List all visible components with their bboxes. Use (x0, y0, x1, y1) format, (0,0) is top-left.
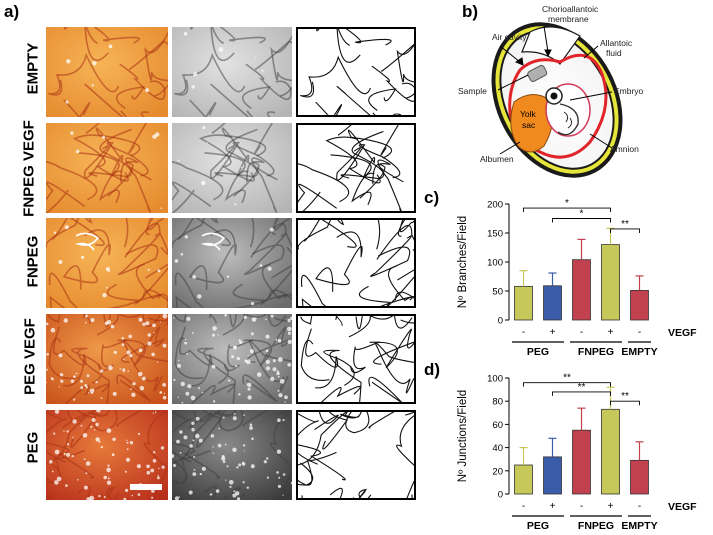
chart-c-ytick-label-1: 50 (492, 287, 503, 298)
gray-micrograph-peg (172, 410, 292, 500)
vessel-tracing-fnpeg (296, 187, 469, 351)
chart-c-ytick-label-0: 0 (498, 316, 503, 327)
air-cavity-shape (521, 26, 581, 65)
vessel-tracing-peg (252, 388, 473, 535)
gray-micrograph-fnpeg (172, 218, 292, 308)
label-yolk: Yolk (520, 109, 537, 119)
chart-d-sig-bracket-1 (552, 391, 611, 396)
chart-c-bar-3 (601, 244, 620, 321)
chart-d-vegf-sign-3: + (608, 501, 614, 512)
sample-shape (527, 64, 548, 82)
row-label-fnpeg: FNPEG (24, 235, 42, 288)
label-membrane: membrane (548, 14, 589, 24)
gray-micrograph-peg-vegf (172, 314, 292, 404)
chart-c-group-label-2: EMPTY (621, 346, 657, 358)
scale-bar (130, 484, 162, 490)
chart-c-ylabel: Nº Branches/Field (457, 216, 469, 308)
chart-c-sig-bracket-2 (610, 228, 640, 233)
chart-d-vegf-sign-4: - (638, 501, 641, 512)
chart-d-vegf-label: VEGF (668, 501, 697, 513)
chart-d-ytick-label-5: 100 (487, 374, 503, 385)
chart-c-vegf-label: VEGF (668, 327, 697, 339)
panel-d-label: d) (424, 360, 441, 379)
chart-c-vegf-sign-4: - (638, 327, 641, 338)
panel-b-label: b) (462, 2, 479, 21)
chart-c-sig-label-0: * (565, 198, 569, 209)
chart-d-sig-label-2: ** (621, 391, 629, 402)
chart-c-ytick-label-2: 100 (487, 258, 503, 269)
chart-c-sig-label-2: ** (621, 219, 629, 230)
chart-c-bar-0 (514, 285, 533, 321)
chart-d-sig-bracket-0 (523, 382, 611, 387)
color-micrograph-fnpeg-vegf (46, 123, 168, 213)
chart-c-ytick-label-3: 150 (487, 229, 503, 240)
row-label-empty: EMPTY (24, 42, 42, 95)
chart-d-bar-4 (630, 459, 649, 495)
chart-d-sig-label-1: ** (578, 382, 586, 393)
label-allantoic: Allantoic (600, 38, 633, 48)
label-air-cavity: Air cavity (492, 32, 527, 42)
chart-d-ytick-label-4: 80 (492, 397, 503, 408)
chart-d-ytick-label-1: 20 (492, 466, 503, 477)
chart-d-group-label-0: PEG (527, 520, 549, 532)
chart-c-group-label-0: PEG (527, 346, 549, 358)
color-micrograph-peg-vegf (46, 314, 168, 404)
panel-c-label: c) (424, 188, 440, 207)
row-label-peg-vegf: PEG VEGF (21, 318, 39, 395)
color-micrograph-empty (46, 27, 168, 117)
label-albumen: Albumen (480, 154, 514, 164)
row-label-peg: PEG (24, 431, 42, 464)
chart-d-sig-bracket-2 (610, 400, 640, 406)
label-fluid: fluid (606, 48, 622, 58)
label-amnion: Amnion (610, 144, 639, 154)
label-chorioallantoic: Chorioallantoic (542, 4, 599, 14)
chart-d-ylabel: Nº Junctions/Field (457, 390, 469, 482)
label-sample: Sample (458, 86, 487, 96)
chart-d-sig-label-0: ** (563, 373, 571, 384)
chart-d-group-label-2: EMPTY (621, 520, 657, 532)
chart-d-group-label-1: FNPEG (578, 520, 614, 532)
chart-d-ytick-label-2: 40 (492, 443, 503, 454)
chart-c-vegf-sign-0: - (522, 327, 525, 338)
gray-micrograph-empty (172, 27, 292, 117)
gray-micrograph-fnpeg-vegf (172, 123, 292, 213)
chart-d-bar-1 (543, 456, 562, 495)
chart-c-bar-4 (630, 290, 649, 321)
chart-d-ytick-label-3: 60 (492, 420, 503, 431)
chart-c-sig-bracket-0 (523, 207, 611, 213)
chart-c-ytick-label-4: 200 (487, 200, 503, 211)
yolk-sac-shape (510, 94, 554, 153)
chart-d-bar-0 (514, 464, 533, 495)
chart-c-sig-label-1: * (580, 209, 584, 220)
chart-junctions: Nº Junctions/Field 0 20 40 60 80 100 - + - + - VEGF P… (457, 373, 697, 532)
embryo-body (557, 103, 579, 136)
chart-d-bar-3 (601, 408, 620, 495)
color-micrograph-fnpeg (46, 218, 168, 308)
panel-a-label: a) (4, 2, 20, 21)
label-embryo: Embryo (614, 86, 644, 96)
chart-c-vegf-sign-1: + (550, 327, 556, 338)
chart-branches: Nº Branches/Field 0 50 100 150 200 - + - + - VEGF PE… (457, 198, 697, 358)
vessel-tracing-fnpeg-vegf (278, 74, 433, 224)
membrane-outline (508, 53, 608, 159)
chart-d-bar-2 (572, 429, 591, 495)
chart-c-bar-1 (543, 285, 562, 321)
chart-c-vegf-sign-2: - (580, 327, 583, 338)
chart-d-vegf-sign-0: - (522, 501, 525, 512)
label-sac: sac (522, 120, 536, 130)
chart-d-ytick-label-0: 0 (498, 490, 503, 501)
chart-d-vegf-sign-2: - (580, 501, 583, 512)
chart-d-vegf-sign-1: + (550, 501, 556, 512)
egg-schematic: Chorioallantoic membrane Air cavity Alla… (458, 4, 644, 178)
chart-c-bar-2 (572, 259, 591, 321)
chart-c-sig-bracket-1 (552, 218, 611, 223)
row-label-fnpeg-vegf: FNPEG VEGF (20, 120, 38, 217)
chart-c-group-label-1: FNPEG (578, 346, 614, 358)
vessel-tracing-empty (296, 11, 430, 144)
chart-c-vegf-sign-3: + (608, 327, 614, 338)
vessel-tracing-peg-vegf (287, 254, 465, 421)
